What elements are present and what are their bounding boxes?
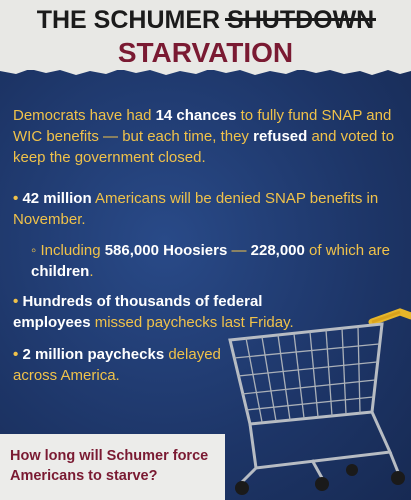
sub-bullet-marker: ◦ xyxy=(31,242,37,259)
intro-emphasis-chances: 14 chances xyxy=(155,107,237,124)
bullet-paychecks: • 2 million paychecks delayed across Ame… xyxy=(13,344,233,386)
title-strikethrough-word: SHUTDOWN xyxy=(225,6,377,34)
bullet-emphasis: 2 million paychecks xyxy=(22,346,165,363)
bullet-text: Including xyxy=(40,242,105,259)
callout-question: How long will Schumer force Americans to… xyxy=(10,448,209,484)
bullet-emphasis: Hundreds of thousands of federal employe… xyxy=(13,293,263,331)
bullet-text: delayed across America. xyxy=(13,346,221,384)
title-prefix: THE SCHUMER xyxy=(36,6,228,34)
bullet-emphasis: children xyxy=(31,263,90,280)
bullet-snap-denied: • 42 million Americans will be denied SN… xyxy=(13,188,403,230)
shopping-cart-icon xyxy=(228,308,411,495)
intro-text-1: Democrats have had xyxy=(13,107,156,124)
bullet-marker: • xyxy=(13,346,19,363)
title-line-1: THE SCHUMER SHUTDOWN xyxy=(0,5,411,35)
intro-text-2: to fully fund SNAP and WIC benefits — bu… xyxy=(13,107,392,145)
bullet-emphasis: 586,000 Hoosiers xyxy=(104,242,228,259)
intro-emphasis-refused: refused xyxy=(253,128,308,145)
bullet-text: — xyxy=(227,242,251,259)
bullet-hoosiers: ◦ Including 586,000 Hoosiers — 228,000 o… xyxy=(31,240,403,282)
bullet-text: Americans will be denied SNAP benefits i… xyxy=(13,190,379,228)
callout-box xyxy=(0,434,225,500)
bullet-text: of which are xyxy=(304,242,390,259)
bullet-emphasis: 42 million xyxy=(22,190,92,207)
bullet-text: . xyxy=(89,263,94,280)
bullet-federal-employees: • Hundreds of thousands of federal emplo… xyxy=(13,291,343,333)
intro-text-3: and voted to keep the government closed. xyxy=(13,128,395,166)
intro-paragraph: Democrats have had 14 chances to fully f… xyxy=(13,105,403,168)
bullet-marker: • xyxy=(13,293,19,310)
bullet-text: missed paychecks last Friday. xyxy=(90,314,294,331)
bullet-emphasis: 228,000 xyxy=(250,242,305,259)
torn-paper-edge xyxy=(0,62,411,75)
blue-panel xyxy=(0,70,411,500)
bullet-marker: • xyxy=(13,190,19,207)
